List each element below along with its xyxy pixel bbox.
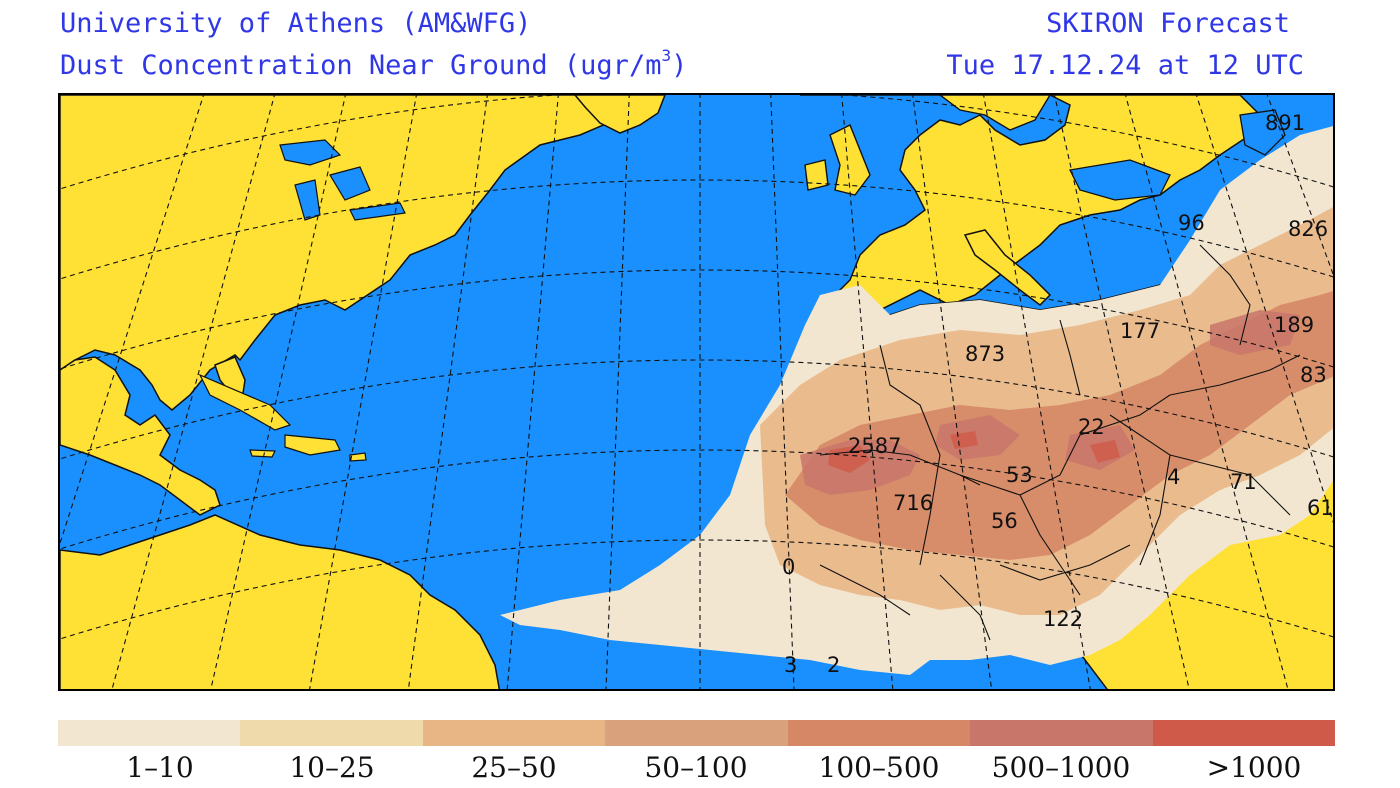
value-label: 3	[784, 653, 798, 677]
value-label: 96	[1178, 211, 1205, 235]
land-north-america	[60, 95, 621, 411]
dust-over-1000	[828, 431, 1120, 473]
dust-100-500	[785, 291, 1333, 560]
caribbean-islands	[198, 373, 367, 462]
dust-500-1000	[800, 310, 1300, 495]
legend-label: 500–1000	[991, 751, 1131, 784]
legend-colorbar	[58, 720, 1335, 746]
value-label: 53	[1006, 463, 1033, 487]
product-title-close: )	[671, 50, 688, 81]
valid-time: Tue 17.12.24 at 12 UTC	[946, 50, 1304, 81]
value-label: 716	[893, 491, 934, 515]
value-label: 61	[1307, 496, 1334, 520]
legend-swatch	[240, 720, 423, 746]
land-italy	[963, 229, 1052, 306]
legend-swatch	[1152, 720, 1335, 746]
value-label: 71	[1230, 470, 1257, 494]
legend-label: 50–100	[644, 751, 748, 784]
product-title-text: Dust Concentration Near Ground (ugr/m	[60, 50, 662, 81]
value-label: 83	[1300, 363, 1327, 387]
value-label: 2	[827, 653, 841, 677]
forecast-name: SKIRON Forecast	[1046, 8, 1290, 39]
map-canvas	[60, 95, 1333, 689]
legend-label: >1000	[1206, 751, 1302, 784]
value-label: 873	[965, 342, 1006, 366]
value-label: 189	[1274, 313, 1315, 337]
legend-label: 100–500	[818, 751, 940, 784]
legend-swatch	[605, 720, 788, 746]
value-label: 0	[782, 555, 796, 579]
legend-swatch	[787, 720, 971, 746]
value-label: 891	[1265, 111, 1306, 135]
land-greenland	[574, 95, 666, 134]
country-borders	[819, 244, 1301, 641]
legend-swatch	[58, 720, 241, 746]
value-label: 826	[1288, 217, 1329, 241]
value-label: 122	[1043, 607, 1084, 631]
legend-label: 10–25	[289, 751, 375, 784]
land-scandinavia	[938, 95, 1051, 131]
value-label: 56	[991, 509, 1018, 533]
legend-label: 1–10	[126, 751, 194, 784]
org-title: University of Athens (AM&WFG)	[60, 8, 532, 39]
value-label: 177	[1120, 319, 1161, 343]
value-label: 2587	[848, 434, 902, 458]
map-panel: 891 96 826 189 177 873 83 22 2587 53 4 7…	[58, 93, 1335, 691]
caspian-sea	[1239, 109, 1286, 156]
legend-label: 25–50	[471, 751, 557, 784]
product-title: Dust Concentration Near Ground (ugr/m3)	[60, 48, 688, 81]
unit-exponent: 3	[661, 46, 672, 65]
great-lakes	[279, 139, 406, 221]
value-label: 22	[1078, 415, 1105, 439]
legend-swatch	[422, 720, 606, 746]
legend-swatch	[970, 720, 1153, 746]
graticule	[60, 95, 1333, 689]
land-south-america	[60, 514, 501, 689]
black-sea	[1069, 159, 1171, 201]
value-label: 4	[1167, 465, 1181, 489]
